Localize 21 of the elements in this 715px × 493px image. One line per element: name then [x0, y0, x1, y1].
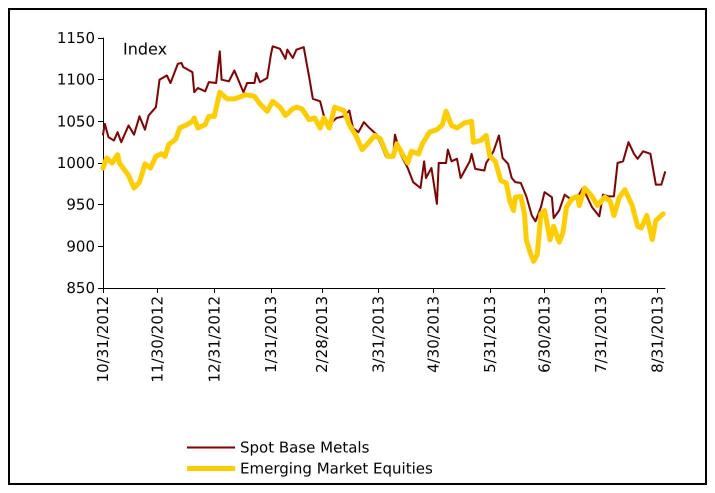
y-tick-label: 850: [66, 279, 95, 297]
x-tick-label: 7/31/2013: [592, 296, 610, 373]
legend-label: Emerging Market Equities: [240, 460, 433, 478]
x-tick-label: 3/31/2013: [370, 296, 388, 373]
y-tick-label: 950: [66, 196, 95, 214]
x-tick-label: 11/30/2012: [148, 296, 167, 382]
x-tick-label: 2/28/2013: [312, 296, 331, 373]
legend-label: Spot Base Metals: [240, 438, 370, 456]
y-tick-label: 1100: [56, 70, 95, 89]
y-axis-title: Index: [123, 40, 168, 58]
y-tick-label: 1050: [56, 112, 95, 130]
x-tick-label: 5/31/2013: [480, 296, 499, 373]
x-tick-label: 1/31/2013: [262, 296, 280, 373]
y-tick-label: 1000: [56, 154, 95, 172]
y-tick-label: 900: [66, 237, 95, 256]
x-tick-label: 12/31/2012: [205, 296, 224, 382]
x-tick-label: 6/30/2013: [536, 296, 554, 373]
x-tick-label: 8/31/2013: [648, 296, 667, 373]
x-tick-label: 4/30/2013: [424, 296, 442, 373]
x-tick-label: 10/31/2012: [94, 296, 112, 382]
y-tick-label: 1150: [56, 29, 95, 47]
